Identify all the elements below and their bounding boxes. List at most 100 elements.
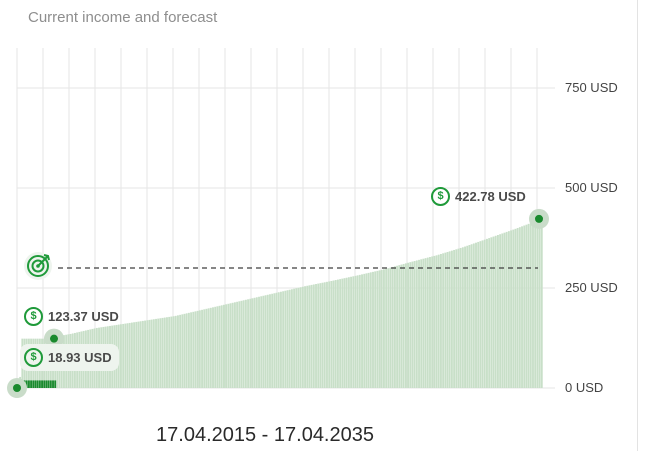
forecast-bar (170, 316, 173, 388)
forecast-bar (514, 228, 517, 388)
forecast-bar (198, 310, 201, 388)
start-point[interactable] (13, 384, 21, 392)
forecast-bar (233, 302, 236, 388)
forecast-bar (527, 223, 530, 388)
actual-bar (30, 380, 33, 388)
forecast-bar (223, 304, 225, 388)
start-value-badge[interactable]: $ 18.93 USD (20, 344, 119, 371)
end-point[interactable] (535, 214, 543, 223)
forecast-bar (330, 280, 333, 388)
forecast-bar (363, 273, 366, 388)
dollar-coin-icon: $ (24, 348, 43, 367)
forecast-bar (255, 297, 258, 388)
forecast-bar (402, 263, 405, 388)
forecast-bar (387, 268, 390, 388)
forecast-bar (345, 277, 348, 388)
current-point[interactable] (50, 334, 58, 343)
forecast-bar (501, 233, 504, 388)
forecast-bar (341, 278, 344, 388)
target-icon[interactable] (23, 251, 53, 281)
forecast-bar (312, 284, 315, 388)
forecast-bar (166, 317, 168, 388)
forecast-bar (135, 321, 138, 388)
forecast-bar (205, 308, 208, 388)
forecast-bar (282, 291, 285, 388)
forecast-bar (306, 285, 309, 388)
actual-bar (34, 380, 37, 388)
forecast-bar (240, 300, 243, 388)
forecast-bar (247, 299, 250, 388)
y-tick-500: 500 USD (565, 180, 618, 195)
forecast-bar (450, 250, 453, 388)
forecast-bar (150, 319, 153, 388)
forecast-bar (242, 300, 245, 388)
dollar-coin-icon: $ (24, 307, 43, 326)
forecast-bar (187, 312, 190, 388)
current-value: 123.37 USD (48, 309, 119, 324)
forecast-bar (444, 252, 447, 388)
forecast-bar (477, 241, 480, 388)
actual-bar (25, 380, 28, 388)
forecast-bar (404, 263, 407, 388)
forecast-bar (262, 295, 265, 388)
forecast-bar (358, 274, 361, 388)
forecast-bar (249, 298, 252, 388)
forecast-bar (251, 298, 254, 388)
forecast-bar (466, 245, 469, 388)
forecast-bar (486, 238, 488, 388)
forecast-bar (418, 259, 420, 388)
forecast-bar (266, 294, 269, 388)
forecast-bar (472, 243, 475, 388)
forecast-bar (155, 318, 157, 388)
forecast-bar (365, 273, 368, 388)
forecast-bar (141, 320, 144, 388)
forecast-bar (475, 242, 477, 388)
card-edge (637, 0, 638, 451)
forecast-bar (413, 261, 416, 388)
end-value-badge[interactable]: $ 422.78 USD (431, 187, 526, 206)
forecast-bar (128, 322, 131, 388)
forecast-bar (488, 238, 491, 388)
forecast-bar (297, 287, 300, 388)
forecast-bar (507, 231, 510, 388)
forecast-bar (496, 235, 499, 388)
forecast-bar (220, 305, 223, 388)
forecast-bar (185, 313, 188, 388)
forecast-bar (391, 266, 394, 388)
forecast-bar (448, 251, 451, 388)
forecast-bar (361, 274, 363, 388)
forecast-bar (356, 275, 359, 388)
forecast-bar (218, 305, 221, 388)
forecast-bar (280, 291, 282, 388)
forecast-bar (227, 303, 230, 388)
forecast-bar (532, 222, 534, 388)
forecast-bar (437, 254, 440, 388)
current-value-badge[interactable]: $ 123.37 USD (24, 307, 119, 326)
forecast-bar (372, 271, 374, 388)
forecast-bar (407, 262, 410, 388)
forecast-bar (301, 286, 304, 388)
forecast-bar (367, 272, 370, 388)
y-tick-0: 0 USD (565, 380, 604, 395)
forecast-bar (288, 289, 291, 388)
forecast-bar (420, 259, 423, 388)
forecast-bar (181, 314, 184, 388)
forecast-bar (503, 232, 506, 388)
forecast-bar (146, 320, 149, 388)
forecast-bar (117, 324, 120, 388)
forecast-bar (529, 223, 532, 388)
actual-bar (43, 380, 46, 388)
forecast-bar (317, 283, 320, 388)
forecast-bar (400, 264, 403, 388)
y-tick-750: 750 USD (565, 80, 618, 95)
forecast-bar (290, 289, 293, 388)
forecast-bar (415, 260, 418, 388)
forecast-bar (455, 249, 458, 388)
forecast-bar (214, 306, 217, 388)
forecast-bar (163, 317, 166, 388)
forecast-bar (122, 323, 125, 388)
forecast-bar (540, 218, 543, 388)
forecast-bar (538, 219, 541, 388)
forecast-bar (393, 266, 396, 388)
forecast-bar (212, 307, 214, 388)
